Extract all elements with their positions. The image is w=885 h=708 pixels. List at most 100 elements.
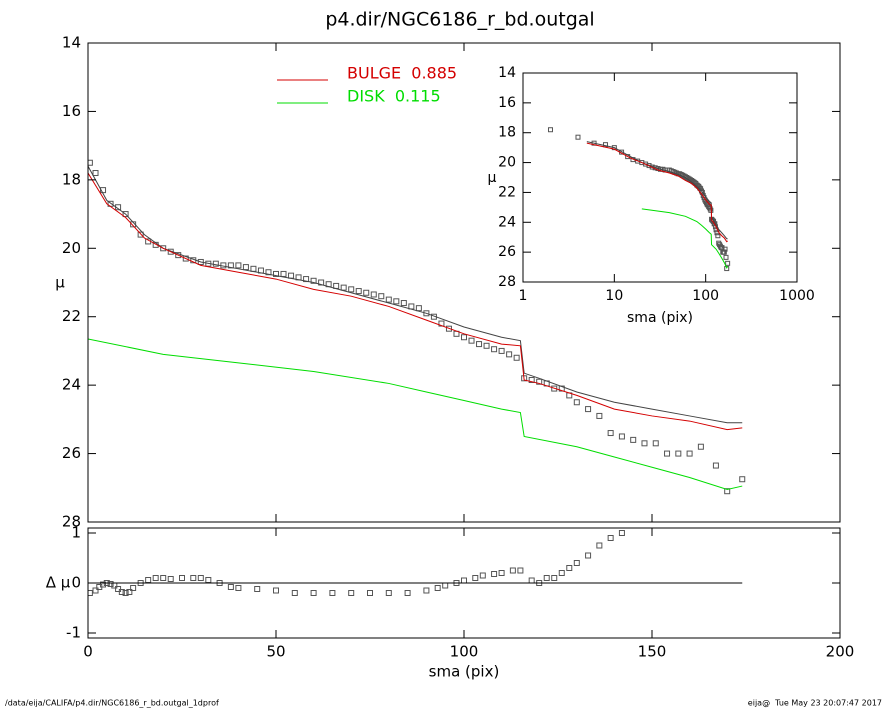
data-point bbox=[722, 246, 728, 252]
data-point bbox=[122, 211, 129, 218]
data-point bbox=[536, 378, 543, 385]
data-point bbox=[118, 589, 125, 595]
data-point bbox=[254, 586, 261, 592]
data-point bbox=[724, 488, 731, 495]
data-point bbox=[197, 575, 204, 581]
data-point bbox=[643, 161, 649, 167]
data-point bbox=[618, 530, 625, 536]
data-point bbox=[385, 590, 392, 596]
data-point bbox=[212, 260, 219, 267]
data-point bbox=[423, 310, 430, 317]
data-point bbox=[329, 590, 336, 596]
footer-path: /data/eija/CALIFA/p4.dir/NGC6186_r_bd.ou… bbox=[5, 699, 219, 708]
data-point bbox=[585, 406, 592, 413]
data-point bbox=[596, 542, 603, 549]
data-point bbox=[461, 577, 467, 584]
data-point bbox=[415, 305, 422, 312]
data-point bbox=[725, 260, 731, 266]
y-tick-label: 20 bbox=[62, 239, 81, 257]
data-point bbox=[607, 535, 614, 541]
y-tick-label: 0 bbox=[71, 574, 81, 592]
data-point bbox=[242, 264, 249, 271]
data-point bbox=[739, 476, 746, 483]
x-tick-label: 1000 bbox=[779, 288, 815, 304]
data-point bbox=[528, 377, 535, 384]
data-point bbox=[551, 575, 558, 581]
data-point bbox=[235, 585, 242, 591]
data-point bbox=[92, 170, 99, 177]
x-tick-label: 200 bbox=[826, 643, 855, 661]
y-tick-label: 20 bbox=[498, 155, 516, 171]
data-point bbox=[310, 277, 317, 284]
plot-frame bbox=[522, 72, 798, 283]
data-point bbox=[566, 565, 573, 571]
data-point bbox=[273, 587, 279, 594]
data-point bbox=[355, 288, 362, 295]
data-point bbox=[227, 584, 234, 590]
data-point bbox=[126, 589, 133, 595]
data-point bbox=[607, 430, 614, 437]
data-point bbox=[528, 577, 535, 584]
data-point bbox=[310, 590, 317, 596]
data-point bbox=[575, 134, 581, 140]
data-point bbox=[235, 262, 242, 269]
y-tick-label: 26 bbox=[62, 444, 81, 462]
data-point bbox=[393, 298, 400, 305]
y-tick-label: 22 bbox=[498, 184, 516, 200]
data-point bbox=[498, 570, 505, 576]
data-point bbox=[100, 581, 107, 588]
data-point bbox=[367, 590, 373, 596]
data-point bbox=[167, 576, 174, 582]
data-point bbox=[190, 575, 197, 581]
data-point bbox=[160, 245, 167, 252]
data-point bbox=[602, 142, 608, 148]
data-point bbox=[363, 289, 370, 296]
y-tick-label: 14 bbox=[62, 34, 81, 52]
data-point bbox=[160, 575, 167, 581]
plot-area bbox=[547, 127, 731, 272]
data-point bbox=[573, 560, 580, 566]
data-point bbox=[385, 296, 392, 303]
y-tick-label: 18 bbox=[62, 170, 81, 188]
model-line bbox=[88, 338, 743, 491]
y-axis-label: μ bbox=[488, 170, 497, 186]
data-point bbox=[404, 590, 411, 596]
data-point bbox=[686, 450, 693, 457]
x-tick-label: 10 bbox=[605, 288, 623, 304]
data-point bbox=[273, 270, 279, 277]
data-point bbox=[491, 346, 498, 353]
y-tick-label: 26 bbox=[498, 244, 516, 260]
data-point bbox=[697, 443, 704, 450]
data-point bbox=[145, 577, 152, 583]
data-point bbox=[400, 300, 407, 307]
data-point bbox=[675, 450, 682, 457]
model-line bbox=[586, 142, 728, 243]
data-point bbox=[137, 231, 144, 238]
data-point bbox=[468, 337, 475, 344]
y-tick-label: 16 bbox=[62, 102, 81, 120]
x-tick-label: 100 bbox=[450, 643, 479, 661]
y-tick-label: 16 bbox=[498, 95, 516, 111]
y-tick-label: 24 bbox=[498, 214, 516, 230]
data-point bbox=[205, 577, 212, 583]
data-point bbox=[630, 436, 637, 443]
data-point bbox=[340, 284, 347, 291]
footer-stamp: eija@ Tue May 23 20:07:47 2017 bbox=[748, 699, 882, 708]
data-point bbox=[517, 567, 524, 574]
y-tick-label: 18 bbox=[498, 125, 516, 141]
data-point bbox=[88, 159, 93, 166]
data-point bbox=[483, 342, 490, 349]
inset-background bbox=[523, 73, 797, 282]
y-tick-label: 22 bbox=[62, 307, 81, 325]
data-point bbox=[348, 286, 355, 293]
total-line bbox=[88, 165, 743, 424]
data-point bbox=[506, 351, 513, 358]
data-point bbox=[461, 334, 467, 341]
data-point bbox=[434, 585, 441, 591]
data-point bbox=[652, 440, 659, 447]
data-point bbox=[498, 347, 505, 354]
x-tick-label: 1 bbox=[519, 288, 528, 304]
x-tick-label: 150 bbox=[638, 643, 667, 661]
data-point bbox=[445, 325, 452, 332]
